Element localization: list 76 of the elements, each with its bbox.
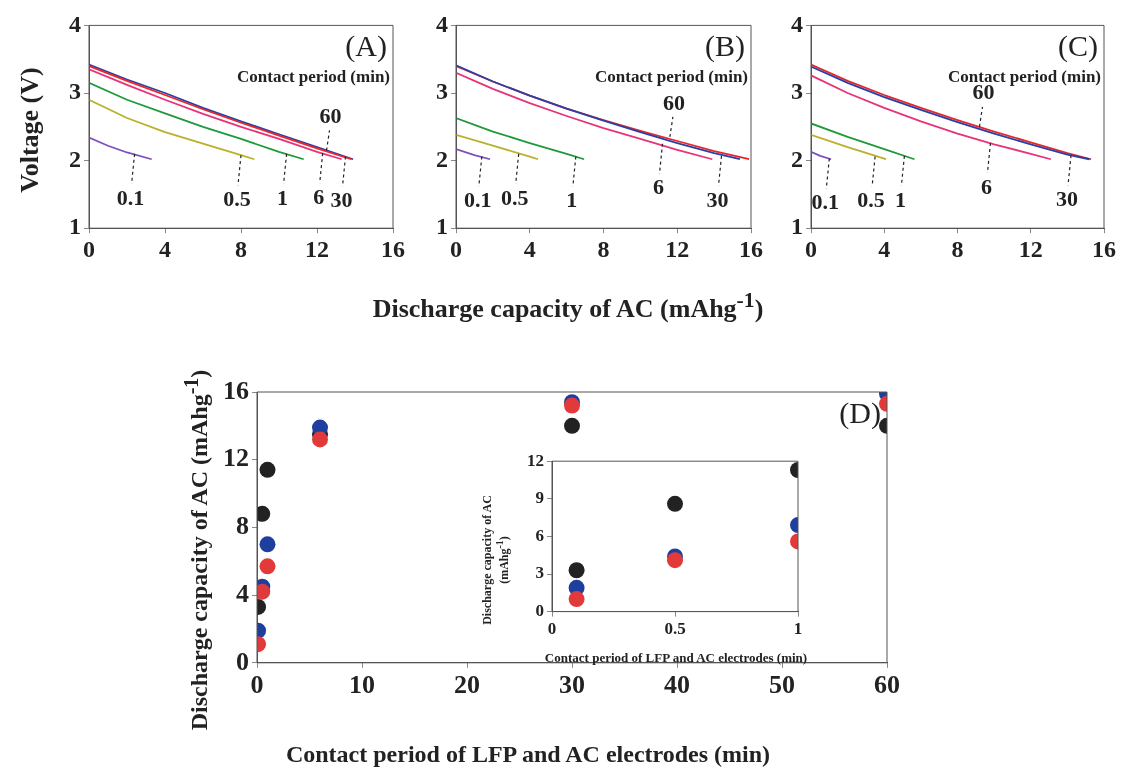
annotation: 1 [566,187,578,213]
x-tick-label: 12 [1018,235,1043,262]
y-tick-label: 2 [791,145,803,172]
y-tick-label: 3 [791,78,803,105]
x-tick-label: 4 [159,235,171,262]
y-tick-label: 1 [791,213,803,240]
annotation: 0.1 [811,189,840,215]
y-tick-label: 2 [69,145,81,172]
y-tick-label: 3 [436,78,448,105]
annotation: 6 [980,173,992,199]
annotation: 30 [706,186,729,212]
x-tick-label: 8 [951,235,964,262]
y-tick-label: 16 [223,375,249,405]
point [259,536,276,553]
x-axis-title: Discharge capacity of AC (mAhg$^{-1}$) [372,287,764,324]
y-tick-label: 12 [527,450,544,470]
annotation: 0.5 [857,187,885,213]
annotation: 6 [653,174,664,200]
y-tick-label: 4 [791,10,803,37]
chart-title: (C) [1058,29,1098,64]
y-tick-label: 9 [535,488,544,508]
y-tick-label: 4 [236,578,249,608]
x-tick-label: 30 [559,670,585,700]
annotation: Contact period (min) [237,67,390,87]
y-tick-label: 4 [436,10,448,37]
annotation: 1 [277,184,289,210]
x-tick-label: 0.5 [664,619,686,639]
y-tick-label: 3 [535,563,544,583]
y-tick-label: 1 [69,213,81,240]
y-tick-label: 2 [436,145,448,172]
x-tick-label: 8 [597,235,610,262]
x-tick-label: 12 [665,235,690,262]
point [568,591,585,608]
y-axis-title: Voltage (V) [14,67,45,193]
y-tick-label: 4 [69,10,81,37]
x-tick-label: 60 [874,670,900,700]
annotation: 6 [313,183,325,209]
y-tick-label: 12 [223,443,249,473]
x-tick-label: 40 [664,670,690,700]
point [257,505,271,522]
annotation: 0.1 [116,184,145,210]
point [564,417,580,434]
annotation: 0.5 [223,185,251,211]
point [568,562,585,579]
point [259,558,276,575]
x-tick-label: 16 [1092,235,1116,262]
y-tick-label: 0 [535,600,544,620]
y-tick-label: 1 [436,213,448,240]
x-tick-label: 16 [739,235,763,262]
x-tick-label: 4 [878,235,891,262]
annotation: 30 [1056,185,1079,211]
point [667,495,683,512]
y-tick-label: 0 [236,646,249,676]
x-tick-label: 16 [381,235,405,262]
annotation: Contact period (min) [595,67,748,87]
point [312,431,328,448]
x-tick-label: 10 [349,670,375,700]
point [257,583,271,600]
annotation: 1 [894,186,906,212]
x-axis-title: Contact period of LFP and AC electrodes (min) [544,649,808,666]
point [667,552,683,569]
annotation: 60 [662,89,685,115]
chart-title: (D) [839,395,881,430]
chart-title: (B) [705,29,745,64]
x-tick-label: 50 [769,670,795,700]
y-tick-label: 8 [236,511,249,541]
annotation: 60 [319,103,342,129]
chart-title: (A) [345,29,387,64]
x-axis-title: Contact period of LFP and AC electrodes (min) [285,740,771,768]
y-tick-label: 3 [69,78,81,105]
x-tick-label: 12 [305,235,329,262]
annotation: 0.5 [500,184,529,210]
annotation: 0.1 [464,187,492,213]
x-tick-label: 20 [454,670,480,700]
y-tick-label: 6 [535,525,544,545]
annotation: 30 [330,187,353,213]
